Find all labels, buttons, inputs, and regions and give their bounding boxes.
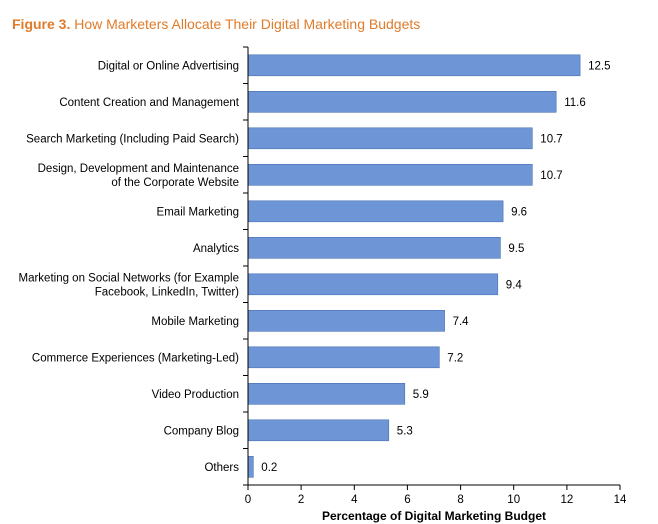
category-label: Marketing on Social Networks (for Exampl… xyxy=(19,272,240,298)
category-label: Commerce Experiences (Marketing-Led) xyxy=(32,352,239,364)
figure-number: Figure 3. xyxy=(12,16,71,32)
category-label: Digital or Online Advertising xyxy=(98,60,239,72)
category-label: Search Marketing (Including Paid Search) xyxy=(26,133,239,145)
data-label: 9.6 xyxy=(511,206,527,218)
bar xyxy=(247,200,504,223)
bar xyxy=(247,127,533,150)
category-label: Mobile Marketing xyxy=(151,316,239,328)
bar xyxy=(247,419,390,442)
data-label: 9.4 xyxy=(506,279,523,291)
category-label: Video Production xyxy=(152,389,239,401)
category-label: Others xyxy=(204,462,239,474)
category-label: Analytics xyxy=(193,243,239,255)
data-label: 10.7 xyxy=(540,133,562,145)
x-tick-label: 14 xyxy=(614,494,627,506)
bar xyxy=(247,382,406,405)
data-label: 0.2 xyxy=(261,462,277,474)
category-label: Email Marketing xyxy=(157,206,239,218)
bar xyxy=(247,346,440,369)
category-label: Company Blog xyxy=(164,425,239,437)
figure-title-text: How Marketers Allocate Their Digital Mar… xyxy=(74,16,421,32)
data-label: 7.2 xyxy=(447,352,463,364)
figure-title: Figure 3. How Marketers Allocate Their D… xyxy=(12,16,420,32)
data-label: 11.6 xyxy=(564,97,586,109)
x-axis-title: Percentage of Digital Marketing Budget xyxy=(322,509,546,523)
x-tick-label: 12 xyxy=(561,494,574,506)
data-label: 10.7 xyxy=(540,170,562,182)
x-tick-label: 4 xyxy=(351,494,358,506)
bar xyxy=(247,309,445,332)
data-label: 5.9 xyxy=(413,389,429,401)
category-label: Design, Development and Maintenance of th… xyxy=(38,163,239,189)
x-tick-label: 6 xyxy=(404,494,410,506)
bar xyxy=(247,273,499,296)
data-label: 12.5 xyxy=(588,60,610,72)
category-label: Content Creation and Management xyxy=(59,97,239,109)
data-label: 7.4 xyxy=(453,316,470,328)
x-tick-label: 10 xyxy=(507,494,520,506)
data-label: 9.5 xyxy=(508,243,524,255)
x-tick-label: 0 xyxy=(245,494,251,506)
bar xyxy=(247,237,501,259)
bar xyxy=(247,455,254,478)
bar xyxy=(247,164,533,186)
bar xyxy=(247,54,581,77)
x-tick-label: 2 xyxy=(298,494,304,506)
x-tick-label: 8 xyxy=(457,494,463,506)
data-label: 5.3 xyxy=(397,425,413,437)
bar xyxy=(247,91,557,113)
